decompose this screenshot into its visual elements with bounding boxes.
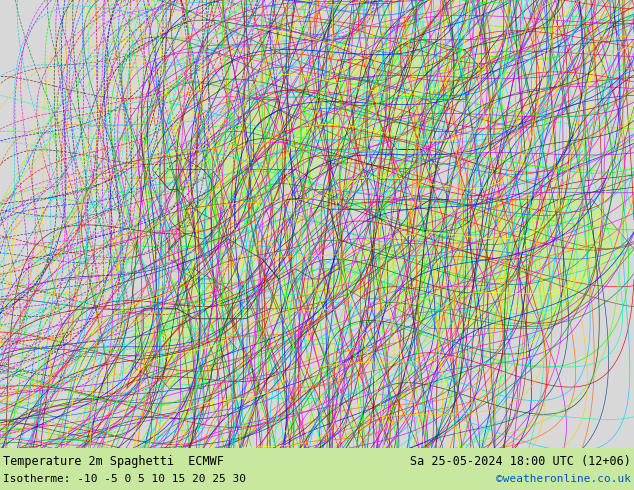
Text: Temperature 2m Spaghetti  ECMWF: Temperature 2m Spaghetti ECMWF xyxy=(3,455,224,467)
Bar xyxy=(0,0,634,448)
Text: Sa 25-05-2024 18:00 UTC (12+06): Sa 25-05-2024 18:00 UTC (12+06) xyxy=(410,455,631,467)
Text: Isotherme: -10 -5 0 5 10 15 20 25 30: Isotherme: -10 -5 0 5 10 15 20 25 30 xyxy=(3,474,246,484)
Text: ©weatheronline.co.uk: ©weatheronline.co.uk xyxy=(496,474,631,484)
Polygon shape xyxy=(178,199,634,329)
Polygon shape xyxy=(245,40,465,179)
Polygon shape xyxy=(127,40,482,389)
